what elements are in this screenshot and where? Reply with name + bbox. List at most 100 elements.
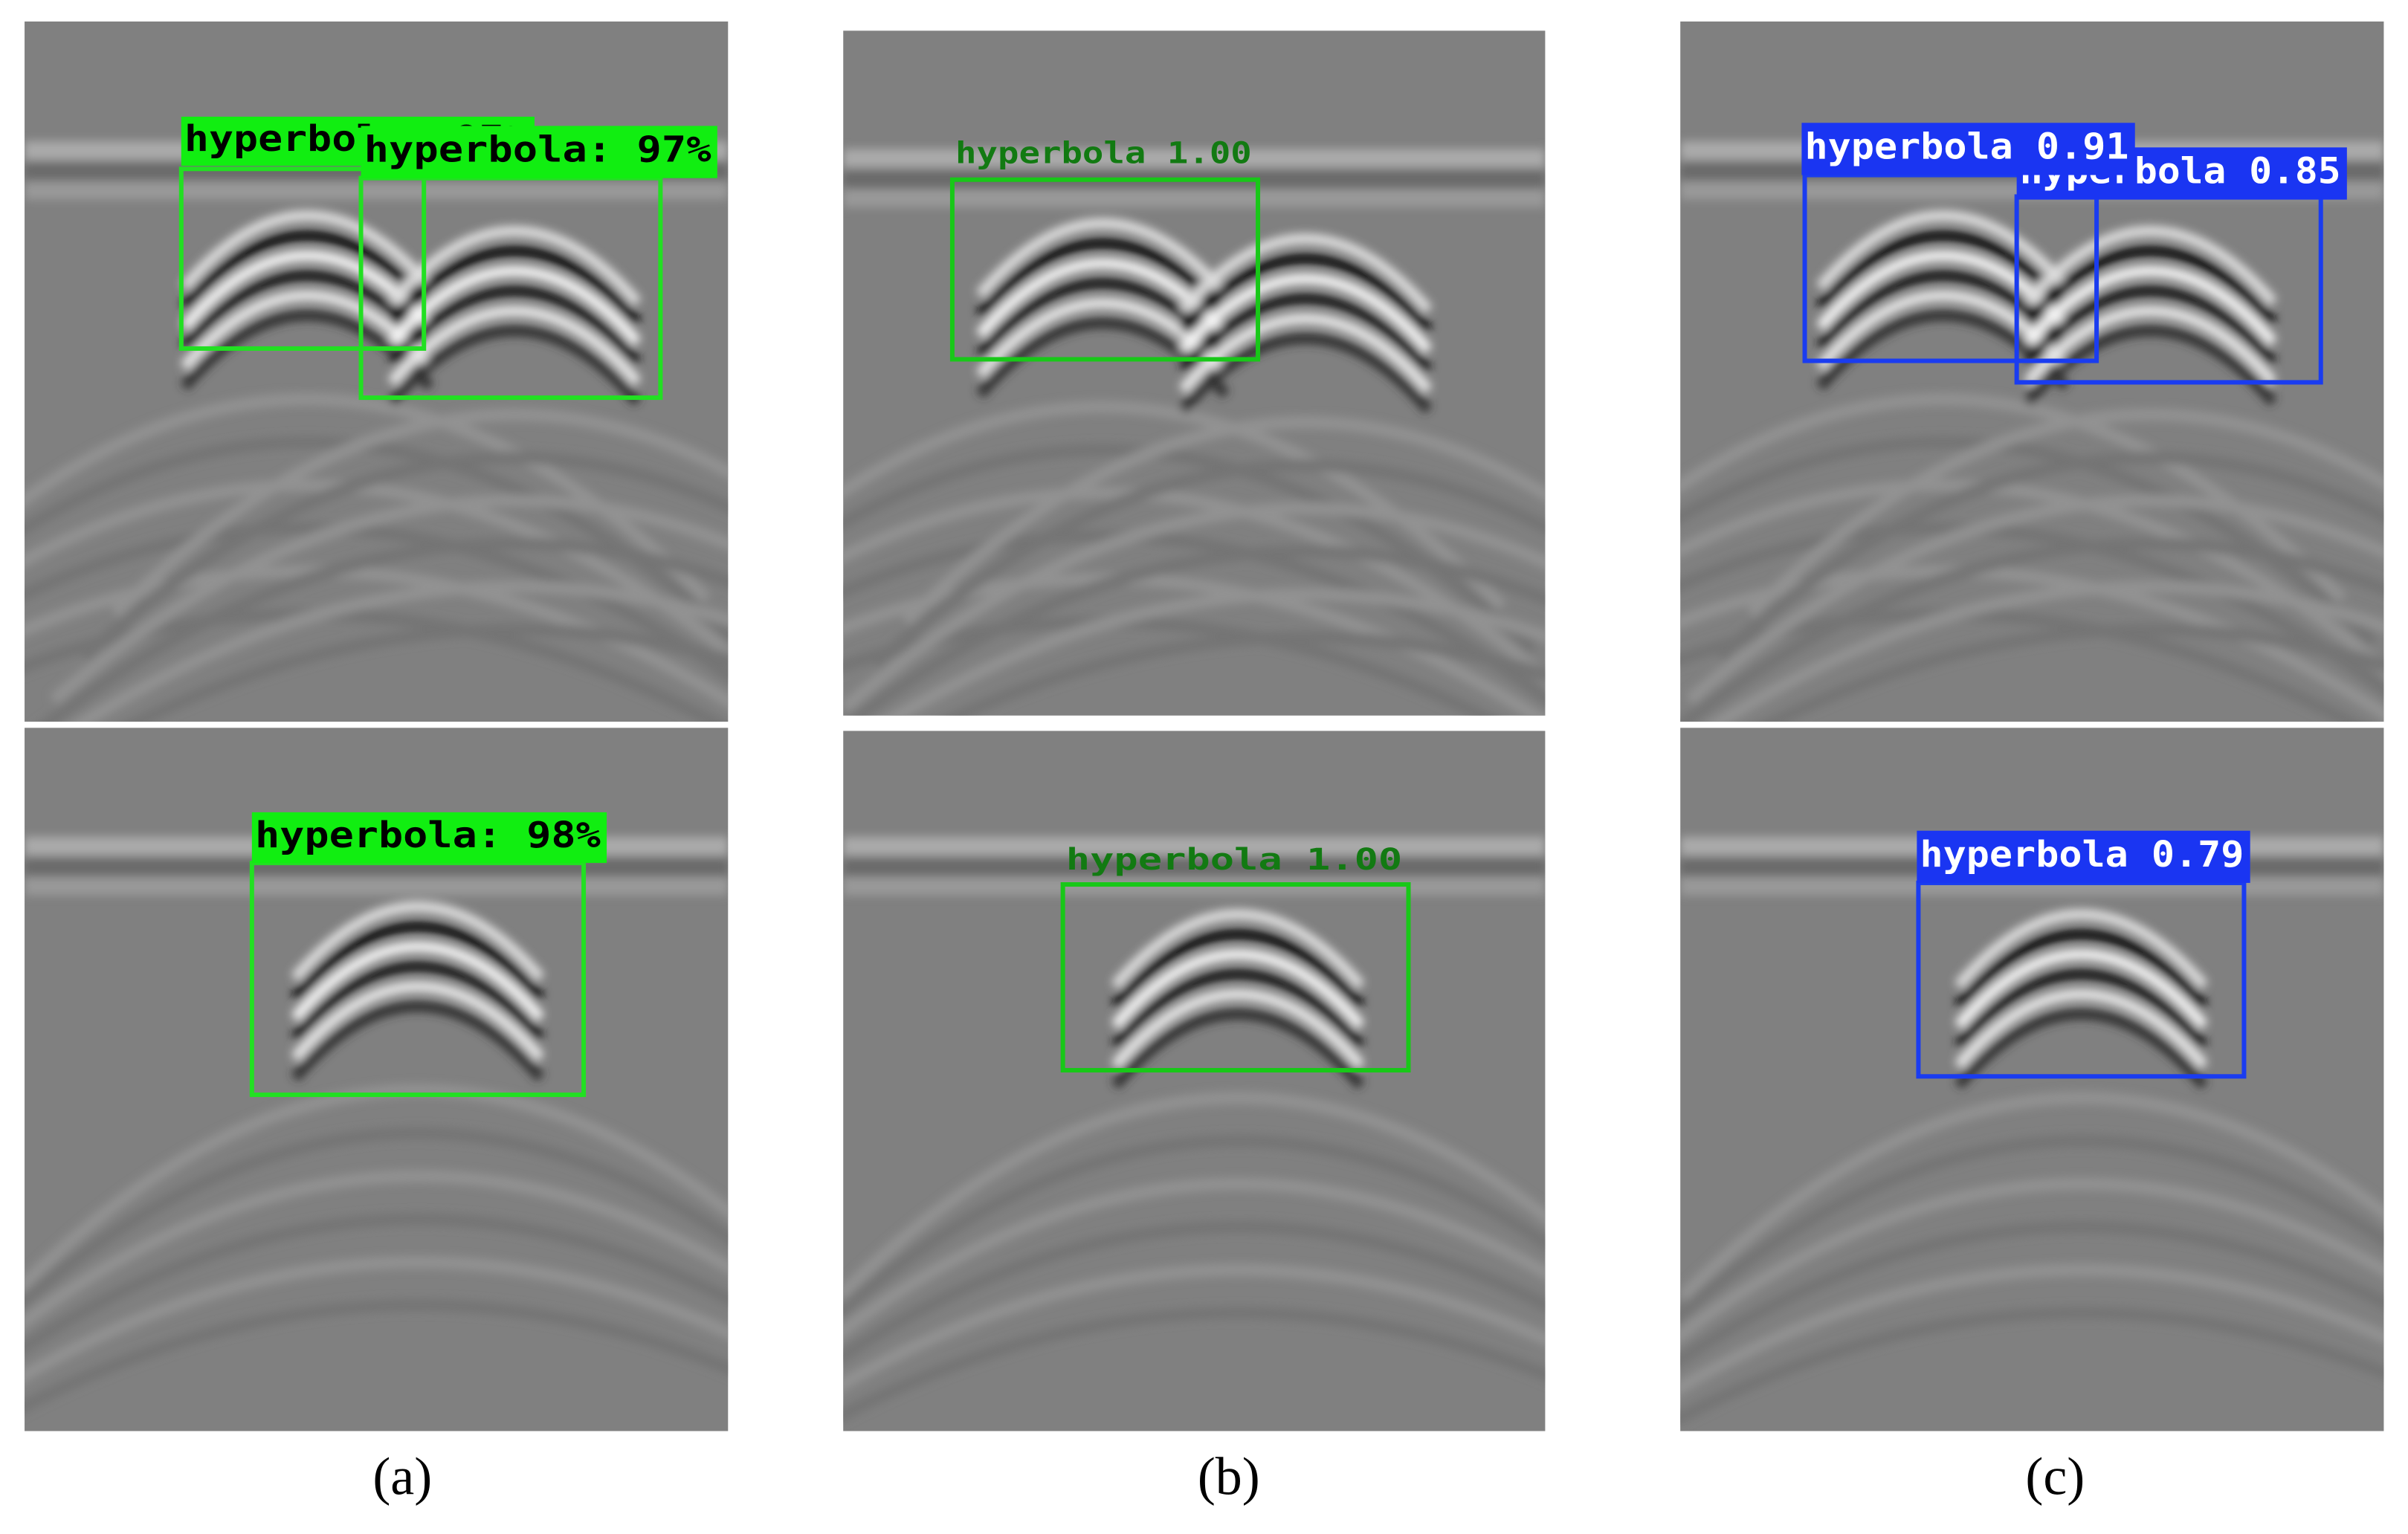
radargram-texture xyxy=(843,836,1546,1422)
hyperbola-tail xyxy=(25,1084,729,1292)
hyperbola-signature xyxy=(975,218,1230,299)
hyperbola-signature xyxy=(291,961,545,1042)
label-background xyxy=(251,812,607,864)
hyperbola-signature xyxy=(1111,988,1365,1069)
hyperbola-tail xyxy=(111,408,729,619)
hyperbola-signature xyxy=(975,238,1230,319)
hyperbola-signature xyxy=(1111,909,1365,990)
direct-wave xyxy=(843,149,1546,168)
detections: hyperbola: 97%hyperbola: 97% xyxy=(178,117,717,401)
hyperbola-tail xyxy=(871,459,1546,670)
hyperbola-tail xyxy=(1680,1220,2384,1368)
hyperbola-tail xyxy=(25,1127,729,1309)
hyperbola-signature xyxy=(1178,273,1433,354)
label-background xyxy=(1917,830,2250,883)
hyperbola-signature xyxy=(1111,928,1365,1009)
hyperbola-tail xyxy=(843,487,1546,685)
hyperbola-signature xyxy=(291,921,545,1002)
detection-label: hyperbola 1.00 xyxy=(1066,843,1402,877)
label-background xyxy=(361,126,717,178)
caption: (b) xyxy=(1198,1447,1260,1507)
hyperbola-tail xyxy=(843,1134,1546,1318)
detections: hyperbola 1.00 xyxy=(1060,843,1411,1073)
hyperbola-tail xyxy=(1680,1307,2384,1425)
hyperbola-signature xyxy=(1954,988,2209,1069)
hyperbola-signature xyxy=(1815,230,2070,311)
hyperbola-signature xyxy=(1954,968,2209,1049)
detections: hyperbola: 98% xyxy=(249,812,607,1098)
texture xyxy=(843,836,1546,1422)
hyperbola-tail xyxy=(1680,1177,2384,1343)
hyperbola-tail xyxy=(40,537,729,722)
hyperbola-tail xyxy=(1680,1134,2384,1323)
detection-label: hyperbola: 98% xyxy=(255,815,601,856)
radargram-panel: hyperbola 1.00 xyxy=(843,731,1546,1431)
radargram-texture xyxy=(25,836,729,1414)
bounding-box xyxy=(249,861,587,1098)
hyperbola-tail xyxy=(25,1256,729,1383)
hyperbola-signature xyxy=(1178,333,1433,414)
direct-wave xyxy=(843,189,1546,207)
hyperbola-tail xyxy=(1709,580,2384,722)
hyperbola-tail xyxy=(849,545,1546,716)
hyperbola-signature xyxy=(1954,928,2209,1009)
hyperbola-tail xyxy=(1760,623,2384,722)
hyperbola-tail xyxy=(1680,1091,2384,1302)
hyperbola-signature xyxy=(1178,253,1433,334)
hyperbola-tail xyxy=(843,502,1546,713)
hyperbola-tail xyxy=(1680,565,2384,721)
hyperbola-signature xyxy=(1111,968,1365,1049)
caption: (a) xyxy=(372,1447,432,1507)
caption: (c) xyxy=(2025,1447,2085,1507)
direct-wave xyxy=(25,181,729,200)
hyperbola-tail xyxy=(1680,1263,2384,1395)
hyperbola-tail xyxy=(80,451,729,662)
hyperbola-tail xyxy=(25,565,729,708)
hyperbola-signature xyxy=(2023,326,2278,407)
bounding-box xyxy=(1060,882,1411,1073)
hyperbola-tail xyxy=(944,631,1546,716)
hyperbola-tail xyxy=(843,1091,1546,1302)
hyperbola-tail xyxy=(25,1213,729,1355)
detection-label: hyperbola 0.79 xyxy=(1920,834,2244,876)
detections: hyperbola 0.79 xyxy=(1916,830,2250,1079)
hyperbola-tail xyxy=(1680,479,2384,676)
radargram-panel: hyperbola 1.00 xyxy=(843,30,1546,716)
hyperbola-tail xyxy=(25,436,729,642)
hyperbola-signature xyxy=(1954,1009,2209,1090)
hyperbola-signature xyxy=(387,326,642,407)
hyperbola-signature xyxy=(291,1001,545,1082)
bounding-box xyxy=(178,166,427,351)
hyperbola-tail xyxy=(1680,392,2347,603)
hyperbola-signature xyxy=(2023,245,2278,326)
hyperbola-tail xyxy=(1680,522,2384,697)
hyperbola-signature xyxy=(291,941,545,1022)
hyperbola-signature xyxy=(1178,313,1433,394)
hyperbola-signature xyxy=(2023,265,2278,346)
hyperbola-tail xyxy=(25,1298,729,1414)
hyperbola-signature xyxy=(1111,948,1365,1029)
hyperbola-tail xyxy=(25,1170,729,1330)
direct-wave xyxy=(843,858,1546,877)
hyperbola-signature xyxy=(1178,293,1433,374)
direct-wave xyxy=(25,876,729,896)
label-background xyxy=(1801,123,2135,175)
hyperbola-signature xyxy=(180,230,434,311)
hyperbola-signature xyxy=(1178,233,1433,314)
hyperbola-signature xyxy=(2023,305,2278,386)
hyperbola-tail xyxy=(1685,494,2384,705)
hyperbola-signature xyxy=(1815,210,2070,291)
hyperbola-signature xyxy=(291,981,545,1062)
hyperbola-tail xyxy=(843,529,1546,705)
hyperbola-tail xyxy=(843,1307,1546,1422)
hyperbola-signature xyxy=(2023,225,2278,306)
hyperbola-signature xyxy=(1954,948,2209,1029)
hyperbola-tail xyxy=(843,401,1507,611)
detection-label: hyperbola 0.91 xyxy=(1805,126,2129,167)
hyperbola-tail xyxy=(843,1263,1546,1391)
hyperbola-tail xyxy=(25,392,711,603)
bounding-box xyxy=(949,177,1261,362)
